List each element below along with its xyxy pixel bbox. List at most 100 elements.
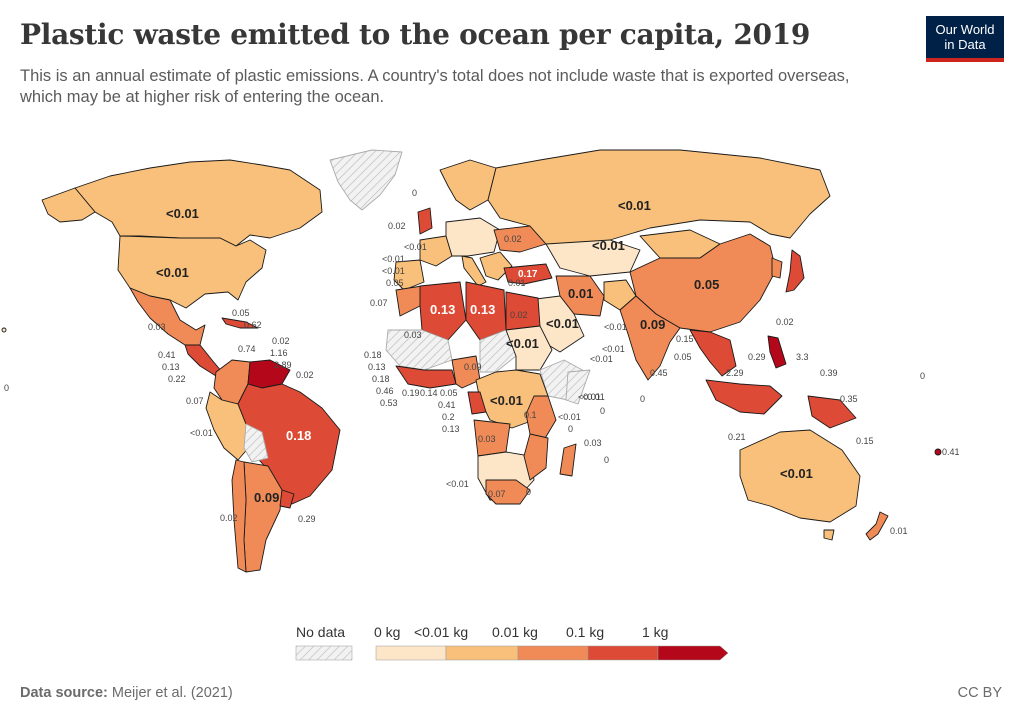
map-label: 0.15 [676,334,694,344]
map-label: 2.89 [274,360,292,370]
map-label: 2.29 [726,368,744,378]
legend-bin-2 [517,645,589,661]
chart-title: Plastic waste emitted to the ocean per c… [20,18,811,51]
somalia [565,369,591,405]
map-label: 0.13 [442,424,460,434]
map-label: 0.05 [440,388,458,398]
logo-line-1: Our World [935,22,995,37]
ukraine [493,225,547,253]
map-label: 0 [640,394,645,404]
map-label: <0.01 [578,392,601,402]
map-label: 0.74 [238,344,256,354]
tasmania [823,529,835,541]
bolivia [243,423,269,463]
map-label: 0.62 [244,320,262,330]
map-label: 0 [920,371,925,381]
map-label: 0.45 [650,368,668,378]
legend-bin-4 [657,645,729,661]
alaska [41,187,96,223]
greenland [329,149,403,211]
canada [74,159,323,247]
map-label: 0.05 [386,278,404,288]
label-argentina: 0.09 [254,490,279,505]
brazil [237,383,341,505]
gabon [467,391,487,415]
map-label: 0.07 [186,396,204,406]
map-label: 0.15 [856,436,874,446]
map-label: 0.05 [674,352,692,362]
australia [739,429,861,523]
map-label: <0.01 [558,412,581,422]
mozambique [523,433,549,481]
owid-logo[interactable]: Our World in Data [926,16,1004,62]
map-label: 0.02 [776,317,794,327]
source-label: Data source: [20,685,108,701]
central-europe [445,217,501,257]
data-source: Data source: Meijer et al. (2021) [20,685,233,701]
map-label: 0.46 [376,386,394,396]
map-label: 0.21 [728,432,746,442]
map-label: 0.18 [364,350,382,360]
license-link[interactable]: CC BY [957,685,1002,701]
india [619,295,681,381]
turkey [503,263,553,285]
label-australia: <0.01 [780,466,813,481]
map-label: 0.01 [508,278,526,288]
map-label: 0 [604,455,609,465]
hawaii [1,327,7,333]
morocco [395,285,423,317]
italy [461,255,487,287]
legend-swatches [295,645,729,661]
map-label: 0.19 [402,388,420,398]
map-label: 0.03 [584,438,602,448]
label-turkey: 0.17 [518,269,538,280]
label-mongolia: <0.01 [592,238,625,253]
legend-bin-label-0: 0 kg [374,624,401,640]
france [419,235,453,267]
map-label: 0.03 [404,330,422,340]
map-label: <0.01 [446,479,469,489]
map-label: 0.05 [232,308,250,318]
map-label: <0.01 [404,242,427,252]
uruguay [279,489,295,509]
map-label: 0.13 [162,362,180,372]
label-usa: <0.01 [156,265,189,280]
label-drc: <0.01 [490,393,523,408]
map-label: 0.02 [272,336,290,346]
mexico [129,287,206,346]
label-russia: <0.01 [618,198,651,213]
map-label: 0.02 [504,234,522,244]
map-label: 0.03 [148,322,166,332]
map-label: 0.07 [370,298,388,308]
map-label: 0.41 [942,447,960,457]
source-link[interactable]: Meijer et al. (2021) [111,685,233,701]
legend-nodata-swatch [295,645,353,661]
world-map: <0.01 <0.01 <0.01 <0.01 0.05 0.18 0.13 0… [1,149,960,573]
label-canada: <0.01 [166,206,199,221]
map-label: <0.01 [382,266,405,276]
map-label: 0.14 [420,388,438,398]
map-label: 0 [526,487,531,497]
map-label: 0.09 [464,362,482,372]
map-label: <0.01 [590,354,613,364]
iberia [393,259,425,291]
chad [479,329,517,373]
map-label: 0.01 [890,526,908,536]
map-label: 0.22 [168,374,186,384]
label-india: 0.09 [640,317,665,332]
map-label: 0.53 [380,398,398,408]
map-label: <0.01 [190,428,213,438]
legend-nodata-label: No data [296,624,346,640]
map-label: 0.39 [820,368,838,378]
map-label: 0.1 [524,410,537,420]
legend-bin-label-3: 0.1 kg [566,624,605,640]
indochina [689,329,737,377]
uk [417,207,433,235]
label-brazil: 0.18 [286,428,311,443]
map-label: 0 [412,188,417,198]
korea [771,257,783,279]
label-libya: 0.13 [470,302,495,317]
map-label: 0.41 [158,350,176,360]
logo-line-2: in Data [944,37,986,52]
map-label: <0.01 [602,344,625,354]
